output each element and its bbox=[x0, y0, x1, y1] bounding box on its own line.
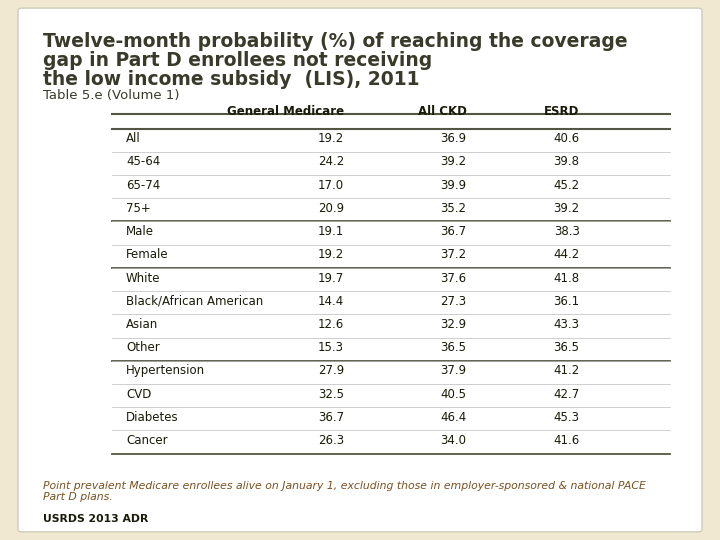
Text: Asian: Asian bbox=[126, 318, 158, 331]
Text: Other: Other bbox=[126, 341, 160, 354]
Text: 75+: 75+ bbox=[126, 202, 150, 215]
Text: Table 5.e (Volume 1): Table 5.e (Volume 1) bbox=[43, 89, 180, 102]
Text: 41.6: 41.6 bbox=[554, 434, 580, 447]
Text: 19.1: 19.1 bbox=[318, 225, 344, 238]
Text: Twelve-month probability (%) of reaching the coverage: Twelve-month probability (%) of reaching… bbox=[43, 32, 628, 51]
Text: 24.2: 24.2 bbox=[318, 156, 344, 168]
Text: Male: Male bbox=[126, 225, 154, 238]
Text: 45-64: 45-64 bbox=[126, 156, 161, 168]
Text: 40.5: 40.5 bbox=[441, 388, 467, 401]
Text: 36.5: 36.5 bbox=[554, 341, 580, 354]
FancyBboxPatch shape bbox=[18, 8, 702, 532]
Text: 43.3: 43.3 bbox=[554, 318, 580, 331]
Text: 27.3: 27.3 bbox=[441, 295, 467, 308]
Text: 37.9: 37.9 bbox=[441, 364, 467, 377]
Text: 39.2: 39.2 bbox=[441, 156, 467, 168]
Text: 36.7: 36.7 bbox=[441, 225, 467, 238]
Text: White: White bbox=[126, 272, 161, 285]
Text: Diabetes: Diabetes bbox=[126, 411, 179, 424]
Text: 32.9: 32.9 bbox=[441, 318, 467, 331]
Text: Cancer: Cancer bbox=[126, 434, 168, 447]
Text: 17.0: 17.0 bbox=[318, 179, 344, 192]
Text: General Medicare: General Medicare bbox=[227, 105, 344, 118]
Text: gap in Part D enrollees not receiving: gap in Part D enrollees not receiving bbox=[43, 51, 433, 70]
Text: USRDS 2013 ADR: USRDS 2013 ADR bbox=[43, 514, 148, 524]
Text: 42.7: 42.7 bbox=[554, 388, 580, 401]
Text: 19.7: 19.7 bbox=[318, 272, 344, 285]
Text: 37.6: 37.6 bbox=[441, 272, 467, 285]
Text: 15.3: 15.3 bbox=[318, 341, 344, 354]
Text: 36.5: 36.5 bbox=[441, 341, 467, 354]
Text: 26.3: 26.3 bbox=[318, 434, 344, 447]
Text: 39.2: 39.2 bbox=[554, 202, 580, 215]
Text: 32.5: 32.5 bbox=[318, 388, 344, 401]
Text: 35.2: 35.2 bbox=[441, 202, 467, 215]
Text: 36.1: 36.1 bbox=[554, 295, 580, 308]
Text: 27.9: 27.9 bbox=[318, 364, 344, 377]
Text: CVD: CVD bbox=[126, 388, 151, 401]
Text: 19.2: 19.2 bbox=[318, 248, 344, 261]
Text: 44.2: 44.2 bbox=[554, 248, 580, 261]
Text: 14.4: 14.4 bbox=[318, 295, 344, 308]
Text: Female: Female bbox=[126, 248, 168, 261]
Text: All CKD: All CKD bbox=[418, 105, 467, 118]
Text: Point prevalent Medicare enrollees alive on January 1, excluding those in employ: Point prevalent Medicare enrollees alive… bbox=[43, 481, 646, 502]
Text: 34.0: 34.0 bbox=[441, 434, 467, 447]
Text: Hypertension: Hypertension bbox=[126, 364, 205, 377]
Text: All: All bbox=[126, 132, 140, 145]
Text: 37.2: 37.2 bbox=[441, 248, 467, 261]
Text: 65-74: 65-74 bbox=[126, 179, 161, 192]
Text: 46.4: 46.4 bbox=[441, 411, 467, 424]
Text: 38.3: 38.3 bbox=[554, 225, 580, 238]
Text: 36.7: 36.7 bbox=[318, 411, 344, 424]
Text: ESRD: ESRD bbox=[544, 105, 580, 118]
Text: 36.9: 36.9 bbox=[441, 132, 467, 145]
Text: 40.6: 40.6 bbox=[554, 132, 580, 145]
Text: 45.2: 45.2 bbox=[554, 179, 580, 192]
Text: 20.9: 20.9 bbox=[318, 202, 344, 215]
Text: 19.2: 19.2 bbox=[318, 132, 344, 145]
Text: the low income subsidy  (LIS), 2011: the low income subsidy (LIS), 2011 bbox=[43, 70, 420, 89]
Text: 39.9: 39.9 bbox=[441, 179, 467, 192]
Text: Black/African American: Black/African American bbox=[126, 295, 264, 308]
Text: 12.6: 12.6 bbox=[318, 318, 344, 331]
Text: 39.8: 39.8 bbox=[554, 156, 580, 168]
Text: 41.8: 41.8 bbox=[554, 272, 580, 285]
Text: 41.2: 41.2 bbox=[554, 364, 580, 377]
Text: 45.3: 45.3 bbox=[554, 411, 580, 424]
